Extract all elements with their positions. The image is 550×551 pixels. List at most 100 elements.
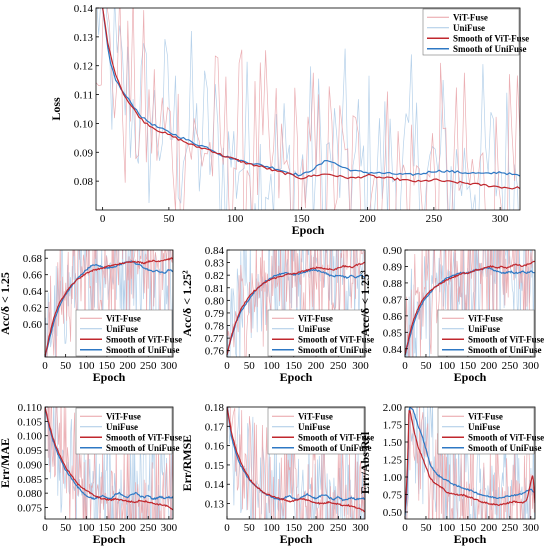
y-axis-title: Acc/δ < 1.25² <box>180 270 194 337</box>
y-tick-label: 1.75 <box>383 420 403 432</box>
raw-series-vit-fuse <box>405 407 535 519</box>
y-tick-label: 0.50 <box>383 507 403 519</box>
x-axis-title: Epoch <box>280 532 313 546</box>
y-tick-label: 0.09 <box>74 147 94 159</box>
legend-entry: Smooth of ViT-Fuse <box>106 432 182 442</box>
legend-entry: Smooth of UniFuse <box>453 44 527 54</box>
y-tick-label: 1.25 <box>383 455 403 467</box>
legend-box <box>422 8 520 56</box>
x-tick-label: 50 <box>163 213 175 225</box>
x-axis-title: Epoch <box>454 370 487 384</box>
x-tick-label: 250 <box>140 360 157 372</box>
y-tick-label: 0.90 <box>383 245 403 257</box>
smooth-series-vit-fuse <box>405 410 535 513</box>
y-tick-label: 0.090 <box>17 459 42 471</box>
raw-series-vit-fuse <box>96 8 520 210</box>
y-tick-label: 0.84 <box>383 344 403 356</box>
y-tick-label: 0.81 <box>205 283 224 295</box>
legend-box <box>437 407 535 455</box>
x-tick-label: 200 <box>359 213 376 225</box>
smooth-series-unifuse <box>405 407 535 516</box>
x-tick-label: 200 <box>119 360 136 372</box>
legend-box <box>75 407 173 455</box>
y-tick-label: 0.110 <box>18 402 43 414</box>
legend-entry: UniFuse <box>298 422 330 432</box>
x-tick-label: 100 <box>227 213 244 225</box>
x-axis-title: Epoch <box>93 370 126 384</box>
smooth-series-vit-fuse <box>227 407 365 513</box>
y-tick-label: 0.89 <box>383 261 403 273</box>
x-tick-label: 300 <box>161 522 178 534</box>
chart-rmse: 0 50 100 150 200 250 300 0.13 0.14 0.15 0.16 0.17 0.… <box>180 402 374 546</box>
y-tick-label: 0.075 <box>17 503 42 515</box>
x-axis-title: Epoch <box>280 370 313 384</box>
x-tick-label: 50 <box>60 360 72 372</box>
legend-entry: ViT-Fuse <box>106 313 141 323</box>
y-tick-label: 0.080 <box>17 488 42 500</box>
legend-entry: Smooth of ViT-Fuse <box>298 334 374 344</box>
smooth-series-vit-fuse <box>102 8 520 190</box>
y-tick-label: 0.87 <box>383 294 403 306</box>
legend-box <box>267 407 365 455</box>
x-tick-label: 100 <box>263 360 280 372</box>
plot-area-acc2 <box>227 250 365 357</box>
legend-entry: ViT-Fuse <box>298 411 333 421</box>
x-tick-label: 0 <box>42 360 48 372</box>
smooth-series-unifuse <box>102 8 520 177</box>
y-tick-label: 0.14 <box>74 3 94 15</box>
y-tick-label: 0.105 <box>17 416 42 428</box>
y-tick-label: 0.18 <box>205 402 225 414</box>
y-tick-label: 0.60 <box>23 319 43 331</box>
y-tick-label: 0.75 <box>383 490 403 502</box>
legend-entry: Smooth of UniFuse <box>298 345 372 355</box>
legend-entry: Smooth of ViT-Fuse <box>298 432 374 442</box>
x-tick-label: 50 <box>244 360 256 372</box>
legend-box <box>75 309 173 357</box>
y-tick-label: 0.76 <box>205 346 225 358</box>
y-tick-label: 0.82 <box>205 270 224 282</box>
x-tick-label: 150 <box>99 522 116 534</box>
y-axis-title: Err/MAE <box>0 438 12 488</box>
smooth-series-vit-fuse <box>45 407 173 511</box>
x-tick-label: 100 <box>439 360 456 372</box>
x-tick-label: 300 <box>352 522 369 534</box>
x-tick-label: 100 <box>78 522 95 534</box>
x-tick-label: 300 <box>161 360 178 372</box>
y-tick-label: 2.00 <box>383 402 403 414</box>
legend-box <box>267 309 365 357</box>
x-tick-label: 150 <box>460 522 477 534</box>
legend-entry: UniFuse <box>468 422 500 432</box>
legend-entry: Smooth of UniFuse <box>298 443 372 453</box>
legend-entry: Smooth of ViT-Fuse <box>453 33 529 43</box>
y-tick-label: 0.77 <box>205 333 225 345</box>
x-tick-label: 50 <box>420 360 432 372</box>
chart-absrel: 0 50 100 150 200 250 300 0.50 0.75 1.00 1.25 1.50 1.… <box>358 402 544 546</box>
chart-loss: 0 50 100 150 200 250 300 0.08 0.09 0.10 0.11 0.12 0.… <box>49 3 529 237</box>
y-tick-label: 0.12 <box>74 61 93 73</box>
x-tick-label: 0 <box>402 360 408 372</box>
x-tick-label: 50 <box>420 522 432 534</box>
y-tick-label: 0.15 <box>205 460 225 472</box>
y-tick-label: 1.00 <box>383 472 403 484</box>
legend-entry: ViT-Fuse <box>106 411 141 421</box>
plot-area-absrel <box>405 407 535 519</box>
x-tick-label: 150 <box>293 213 310 225</box>
raw-series-vit-fuse <box>227 407 365 519</box>
x-tick-label: 200 <box>481 522 498 534</box>
legend-entry: UniFuse <box>453 23 485 33</box>
smooth-series-unifuse <box>45 407 173 501</box>
x-tick-label: 150 <box>460 360 477 372</box>
y-tick-label: 0.10 <box>74 118 94 130</box>
x-tick-label: 100 <box>78 360 95 372</box>
chart-mae: 0 50 100 150 200 250 300 0.075 0.080 0.085 0.090 0.… <box>0 402 182 546</box>
y-tick-label: 0.86 <box>383 311 403 323</box>
x-tick-label: 150 <box>286 360 303 372</box>
legend-entry: Smooth of UniFuse <box>106 443 180 453</box>
y-tick-label: 0.84 <box>205 245 225 257</box>
chart-acc2: 0 50 100 150 200 250 3000.760.770.780.790.800.… <box>180 245 374 384</box>
x-tick-label: 300 <box>492 213 509 225</box>
x-tick-label: 50 <box>244 522 256 534</box>
